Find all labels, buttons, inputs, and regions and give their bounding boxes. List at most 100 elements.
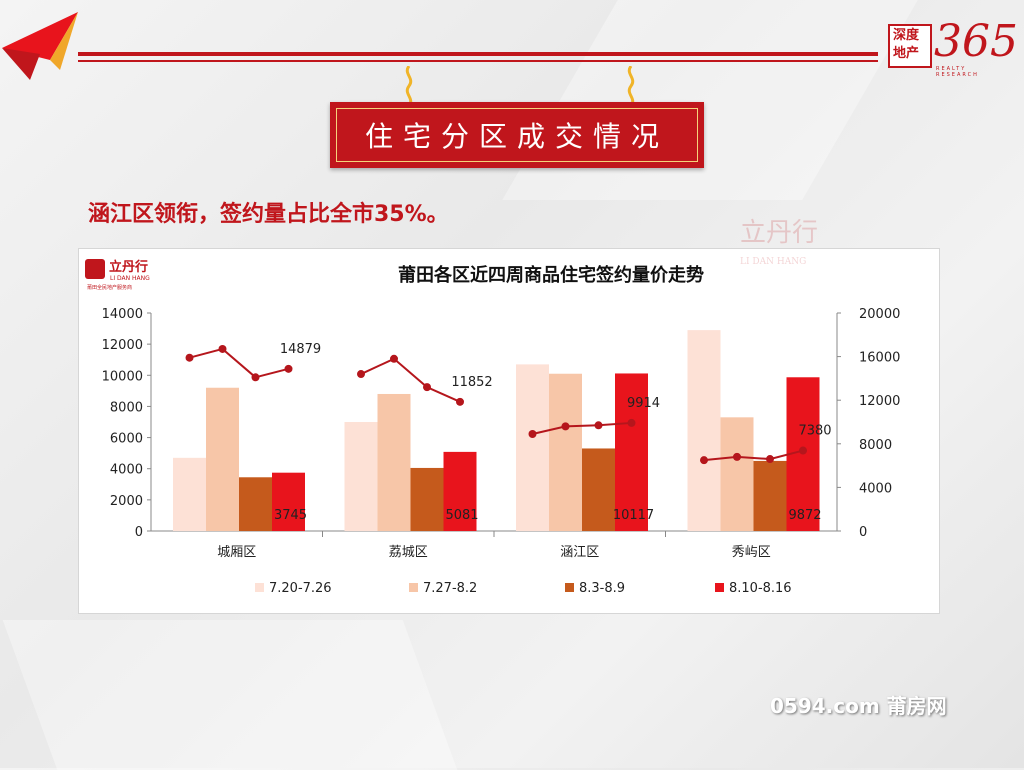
x-tick-label: 荔城区 <box>389 545 428 560</box>
bar-秀屿区-1 <box>720 417 754 531</box>
bar-data-label: 10117 <box>613 508 654 523</box>
legend-swatch <box>409 583 418 592</box>
bar-涵江区-3 <box>615 373 648 531</box>
footer-site: 0594.com 莆房网 <box>770 694 947 718</box>
price-point <box>185 353 194 362</box>
bar-荔城区-0 <box>344 422 378 531</box>
y-tick-label: 8000 <box>110 400 143 415</box>
y-tick-label: 2000 <box>110 494 143 509</box>
bar-城厢区-2 <box>239 477 272 531</box>
x-tick-label: 秀屿区 <box>732 545 771 560</box>
logo-tagline: 莆田全民地产服务商 <box>87 284 132 291</box>
paper-plane-icon <box>2 12 78 80</box>
bar-秀屿区-0 <box>687 330 721 531</box>
y2-tick-label: 20000 <box>859 307 900 322</box>
banner-frame: 住宅分区成交情况 <box>336 108 698 162</box>
y-tick-label: 12000 <box>102 338 143 353</box>
y2-tick-label: 4000 <box>859 481 892 496</box>
bar-荔城区-2 <box>410 467 444 531</box>
y-tick-label: 10000 <box>102 369 143 384</box>
y-tick-label: 14000 <box>102 307 143 322</box>
legend-label: 8.10-8.16 <box>729 581 792 596</box>
bar-城厢区-3 <box>272 472 305 531</box>
price-line-秀屿区 <box>703 449 804 462</box>
chart-panel: 立丹行 LI DAN HANG 莆田全民地产服务商 莆田各区近四周商品住宅签约量… <box>78 248 940 614</box>
bar-秀屿区-2 <box>753 460 787 531</box>
price-point <box>357 370 365 379</box>
x-tick-label: 城厢区 <box>217 545 256 560</box>
background-facet <box>502 0 918 200</box>
legend-label: 8.3-8.9 <box>579 581 625 596</box>
watermark-name: 立丹行 <box>740 218 819 248</box>
bar-涵江区-1 <box>549 373 582 531</box>
top-rule <box>78 52 878 56</box>
bar-data-label: 5081 <box>445 508 478 523</box>
price-point <box>766 455 774 464</box>
price-point <box>251 373 260 382</box>
headline: 涵江区领衔，签约量占比全市35%。 <box>88 202 449 227</box>
chart-bars <box>173 330 820 531</box>
price-point <box>627 418 636 427</box>
brand-subtitle: REALTY RESEARCH <box>936 66 979 78</box>
price-data-label: 11852 <box>451 375 492 390</box>
top-rule-thin <box>78 60 878 62</box>
bar-城厢区-0 <box>173 457 206 531</box>
bar-涵江区-2 <box>582 448 615 531</box>
price-point <box>218 344 227 353</box>
legend-swatch <box>715 583 724 592</box>
price-point <box>528 429 537 438</box>
price-point <box>284 364 293 373</box>
y2-tick-label: 16000 <box>859 351 900 366</box>
bar-涵江区-0 <box>516 364 549 531</box>
price-line-涵江区 <box>532 421 632 435</box>
brand-box: 深度 地产 <box>888 24 932 68</box>
legend-label: 7.20-7.26 <box>269 581 332 596</box>
chart-legend: 7.20-7.26 7.27-8.2 8.3-8.9 8.10-8.16 <box>255 581 792 596</box>
price-data-label: 14879 <box>280 342 321 357</box>
y-tick-label: 4000 <box>110 463 143 478</box>
background-facet <box>2 620 458 770</box>
banner-hanger-right <box>627 66 635 106</box>
price-point <box>594 421 603 430</box>
brand-bottom-text: 地产 <box>893 46 920 61</box>
bar-荔城区-1 <box>377 393 411 531</box>
brand-top-text: 深度 <box>893 28 920 43</box>
bar-荔城区-3 <box>443 451 477 531</box>
banner-title: 住宅分区成交情况 <box>364 120 669 153</box>
chart-data-labels: 3745 14879 5081 11852 10117 9914 9872 7380 <box>274 342 832 523</box>
chart: 立丹行 LI DAN HANG 莆田全民地产服务商 莆田各区近四周商品住宅签约量… <box>85 259 900 596</box>
legend-label: 7.27-8.2 <box>423 581 477 596</box>
legend-swatch <box>565 583 574 592</box>
price-line-城厢区 <box>189 347 289 379</box>
bar-data-label: 9872 <box>788 508 821 523</box>
legend-swatch <box>255 583 264 592</box>
price-point <box>733 452 741 461</box>
watermark: 立丹行 LI DAN HANG <box>740 212 818 268</box>
price-data-label: 7380 <box>798 424 831 439</box>
price-point <box>390 354 398 363</box>
logo-latin: LI DAN HANG <box>110 275 150 282</box>
bar-城厢区-1 <box>206 387 239 531</box>
price-point <box>456 397 464 406</box>
y2-tick-label: 0 <box>859 525 867 540</box>
y2-tick-label: 12000 <box>859 394 900 409</box>
price-point <box>700 456 708 465</box>
chart-title: 莆田各区近四周商品住宅签约量价走势 <box>398 264 704 285</box>
price-point <box>561 422 570 431</box>
watermark-latin: LI DAN HANG <box>740 257 807 267</box>
logo-mark-icon <box>85 259 105 279</box>
y2-tick-label: 8000 <box>859 438 892 453</box>
price-line-荔城区 <box>360 357 461 403</box>
y-tick-label: 0 <box>135 525 143 540</box>
price-point <box>799 446 807 455</box>
price-point <box>423 383 431 392</box>
brand-number: 365 <box>934 16 1018 67</box>
logo-name: 立丹行 <box>109 259 148 275</box>
banner-hanger-left <box>405 66 413 106</box>
company-logo: 立丹行 LI DAN HANG 莆田全民地产服务商 <box>85 259 150 291</box>
section-banner: 住宅分区成交情况 <box>330 102 704 168</box>
x-tick-label: 涵江区 <box>560 545 599 560</box>
chart-price-lines <box>185 344 807 465</box>
price-data-label: 9914 <box>627 396 660 411</box>
bar-data-label: 3745 <box>274 508 307 523</box>
